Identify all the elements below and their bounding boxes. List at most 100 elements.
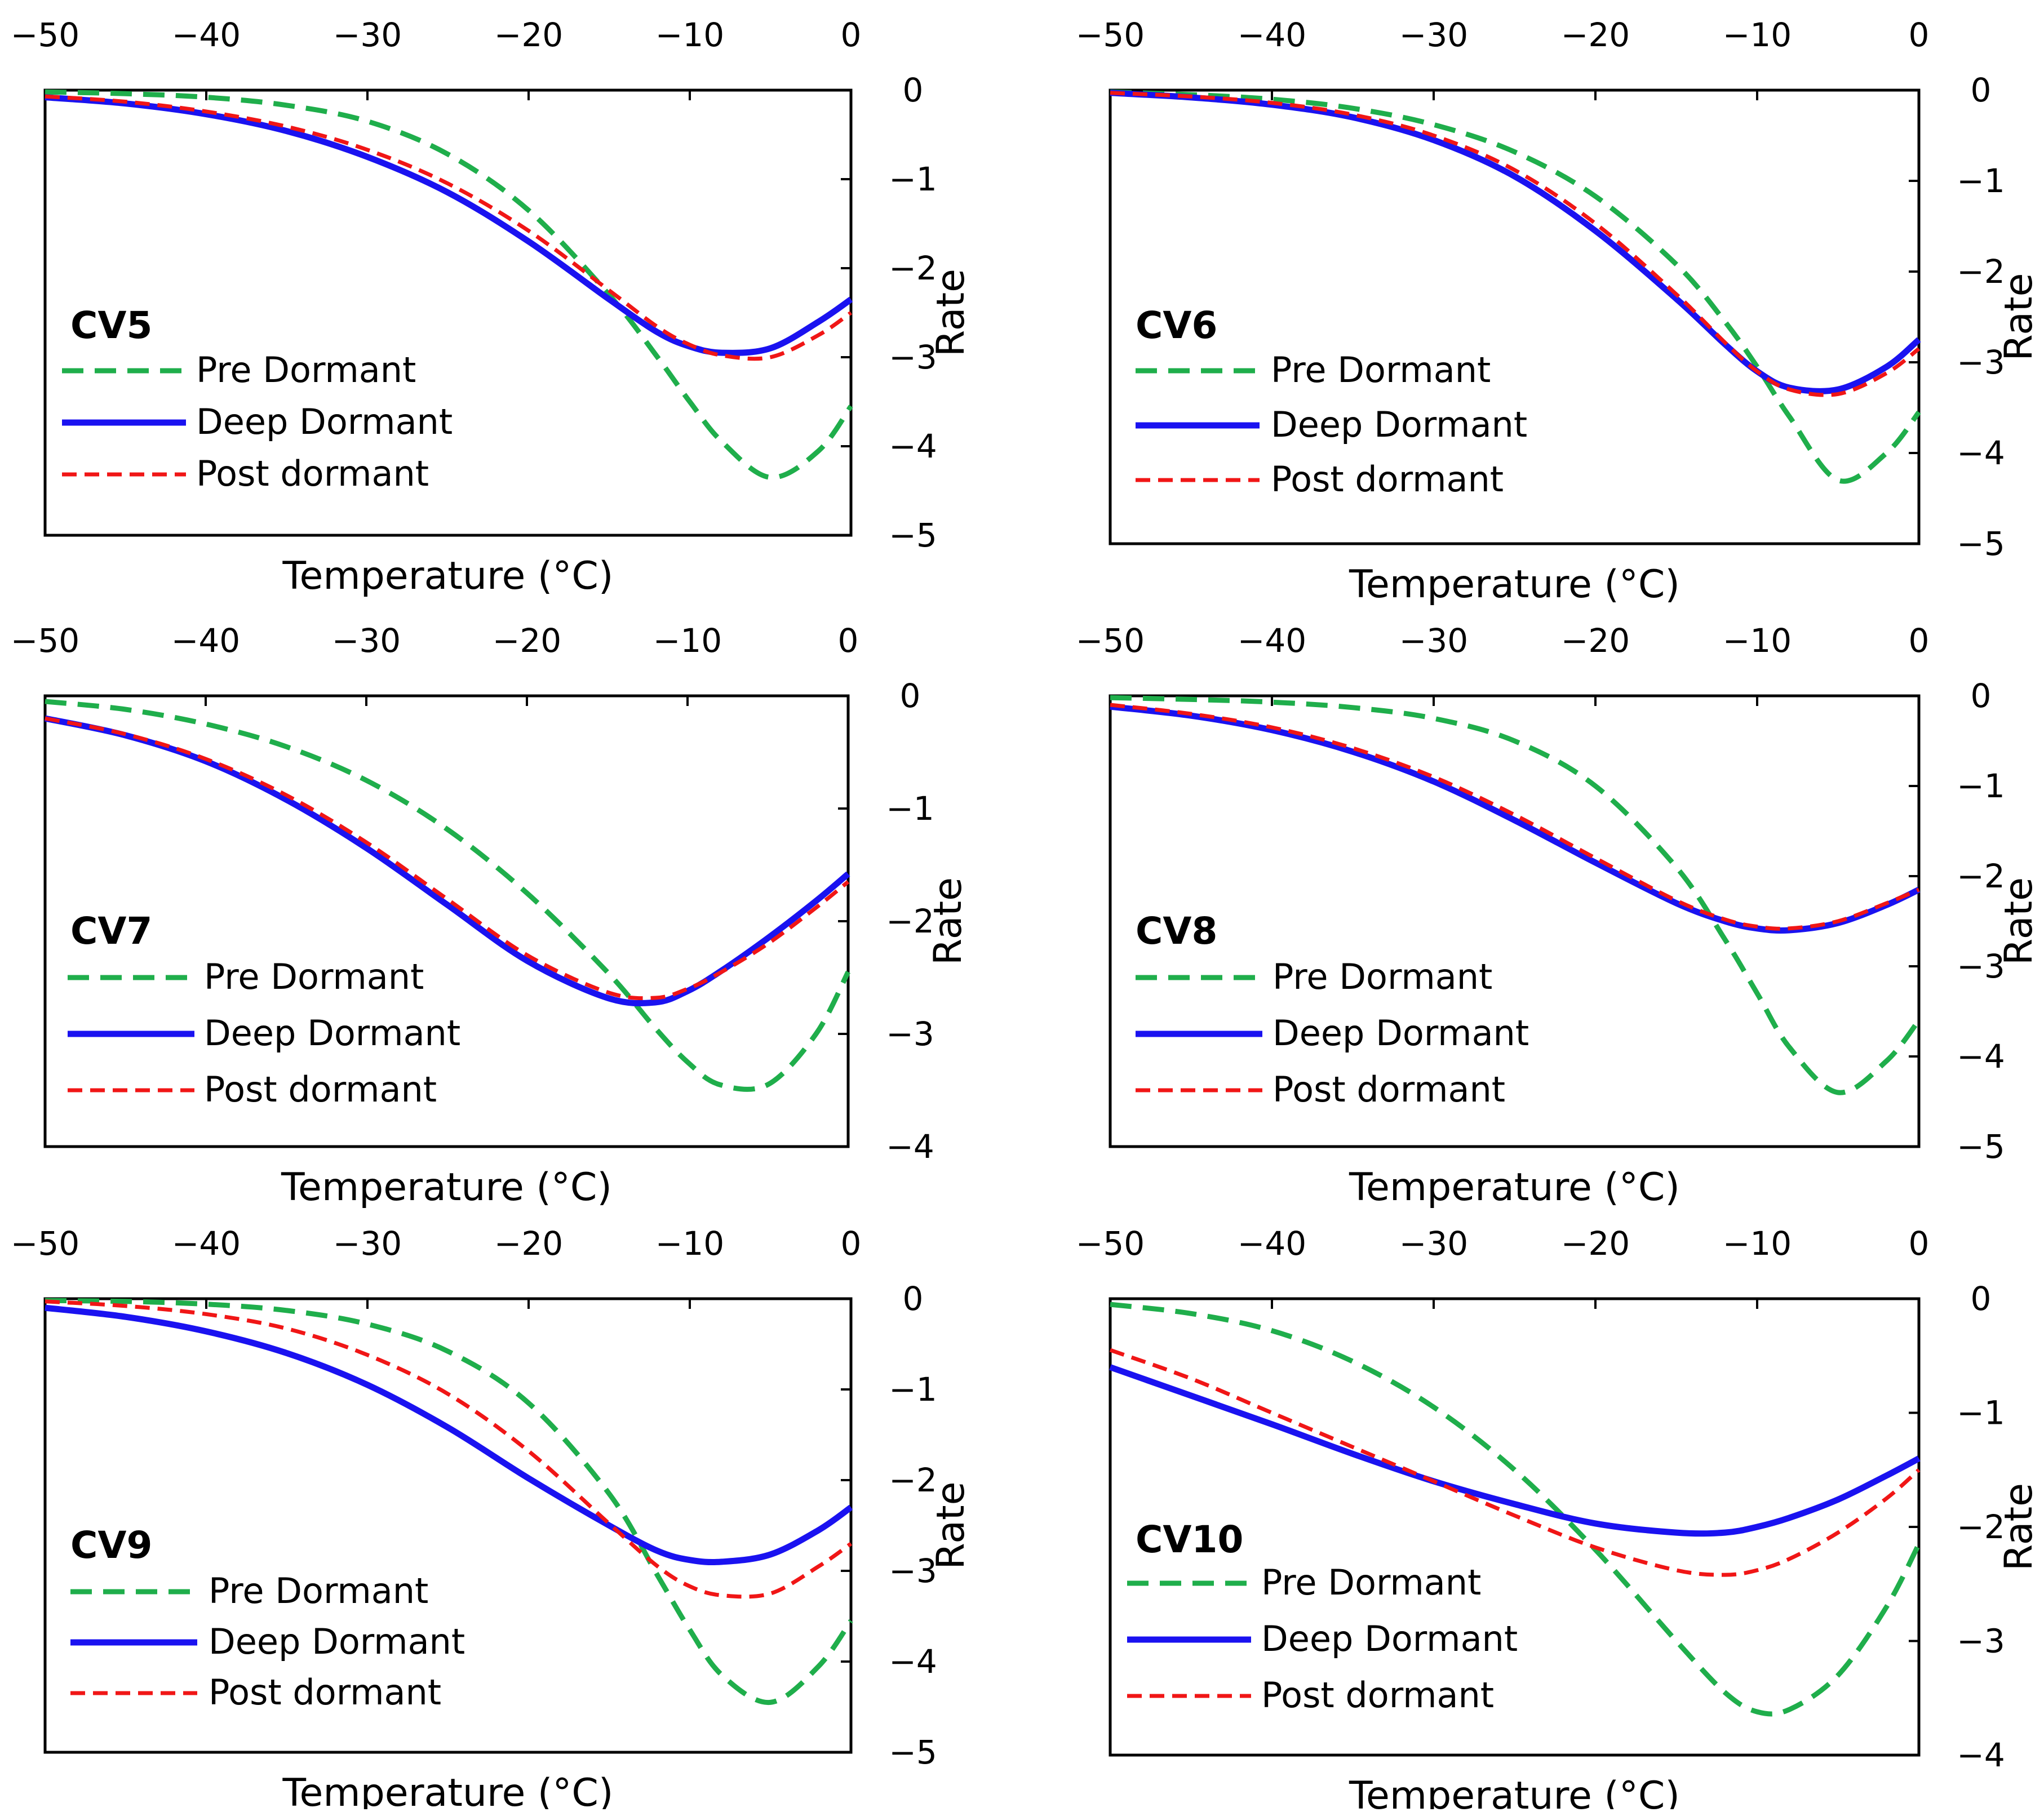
x-tick-label: −40 [171,621,240,660]
x-tick-label: −40 [172,1224,241,1263]
y-tick-label: 0 [903,1280,924,1318]
x-axis-label: Temperature (°C) [1349,1165,1680,1210]
series-line-post [45,1299,853,1599]
y-tick-label: −5 [1957,525,2005,563]
y-tick-label: −4 [889,427,937,465]
x-tick-label: −20 [1561,1224,1630,1263]
y-axis-label: Rate [929,1482,973,1570]
x-tick-label: −40 [1238,621,1306,660]
x-axis-label: Temperature (°C) [281,1165,612,1210]
legend-label-post: Post dormant [209,1672,441,1713]
series-line-pre [1110,1302,1921,1717]
legend-label-pre: Pre Dormant [204,956,424,997]
series-line-post [1110,703,1920,931]
x-tick-label: −30 [1399,1224,1468,1263]
series-line-deep [1109,1364,1921,1537]
chart-panel-cv6: −50 −40 −30 −20 −10 0 0 −1 −2 −3 −4 −5 Temperature (… [1076,16,2041,607]
x-axis-label: Temperature (°C) [1349,562,1680,607]
y-tick-label: −4 [889,1642,937,1681]
legend-label-pre: Pre Dormant [1261,1562,1481,1603]
y-tick-label: −3 [889,338,937,376]
legend-label-deep: Deep Dormant [209,1621,465,1662]
y-tick-label: −3 [886,1015,934,1053]
panel-label: CV8 [1136,909,1217,953]
legend-label-pre: Pre Dormant [209,1570,428,1611]
y-tick-label: 0 [1971,1280,1992,1318]
x-axis-label: Temperature (°C) [282,1771,614,1809]
legend-label-pre: Pre Dormant [196,349,416,390]
x-tick-label: −50 [1076,16,1145,54]
x-tick-label: −10 [1723,16,1792,54]
x-tick-label: −10 [1723,621,1792,660]
x-axis-label: Temperature (°C) [1349,1774,1680,1809]
x-tick-label: 0 [841,16,862,54]
x-tick-label: −40 [1238,16,1306,54]
y-tick-label: −3 [1957,947,2005,985]
legend-label-deep: Deep Dormant [196,401,453,442]
plot-frame [43,1297,853,1754]
legend-label-post: Post dormant [204,1069,437,1110]
x-tick-label: −40 [172,16,241,54]
y-tick-label: −4 [886,1127,934,1166]
series-line-post [45,716,850,1001]
panel-label: CV6 [1136,304,1217,347]
series-line-deep [45,94,853,356]
x-tick-label: −20 [494,16,563,54]
chart-panel-cv7: −50 −40 −30 −20 −10 0 0 −1 −2 −3 −4 Temperature (°C… [11,621,970,1210]
y-tick-label: −4 [1957,434,2005,472]
y-tick-label: −2 [886,902,934,940]
y-tick-label: −2 [1957,857,2005,895]
x-tick-label: −50 [1076,621,1145,660]
series-line-post [45,94,853,361]
x-tick-label: −20 [1561,621,1630,660]
plot-frame [1109,88,1921,545]
x-tick-label: −10 [655,1224,724,1263]
y-axis-label: Rate [926,877,970,965]
x-tick-label: −30 [1399,16,1468,54]
series-line-pre [1110,89,1921,484]
legend-label-post: Post dormant [196,453,429,494]
panel-label: CV10 [1136,1518,1243,1561]
legend-label-pre: Pre Dormant [1272,956,1492,997]
x-tick-label: −10 [655,16,724,54]
x-axis-label: Temperature (°C) [282,554,614,598]
chart-panel-cv5: −50 −40 −30 −20 −10 0 0 −1 −2 −3 −4 −5 Temperature (… [11,16,973,598]
plot-frame [43,694,850,1148]
y-tick-label: −2 [889,1461,937,1499]
y-tick-label: −5 [889,1733,937,1771]
x-tick-label: 0 [841,1224,862,1263]
y-tick-label: −5 [1957,1127,2005,1166]
x-tick-label: −20 [494,1224,563,1263]
y-tick-label: −1 [889,160,937,198]
y-tick-label: −2 [889,249,937,287]
x-tick-label: −30 [1399,621,1468,660]
series-line-pre [45,1298,853,1705]
y-tick-label: −1 [1957,162,2005,200]
legend-label-deep: Deep Dormant [1261,1618,1518,1659]
x-tick-label: −50 [11,621,79,660]
series-line-post [1110,91,1921,397]
series-line-pre [45,699,851,1092]
y-tick-label: −4 [1957,1037,2005,1076]
x-tick-label: −30 [332,621,401,660]
legend-label-pre: Pre Dormant [1271,349,1491,390]
x-tick-label: −20 [493,621,561,660]
series-line-pre [1110,695,1921,1095]
x-tick-label: −40 [1238,1224,1306,1263]
y-tick-label: −1 [1957,767,2005,805]
y-tick-label: 0 [900,677,921,715]
panel-label: CV5 [70,304,152,347]
x-tick-label: −50 [11,1224,79,1263]
x-tick-label: −10 [653,621,722,660]
chart-panel-cv8: −50 −40 −30 −20 −10 0 0 −1 −2 −3 −4 −5 Temperature (… [1076,621,2041,1210]
x-tick-label: −30 [333,1224,402,1263]
x-tick-label: 0 [838,621,859,660]
series-line-deep [45,1304,853,1566]
x-tick-label: −50 [1076,1224,1145,1263]
y-tick-label: −3 [1957,1622,2005,1660]
x-tick-label: 0 [1909,16,1930,54]
y-tick-label: −3 [1957,343,2005,381]
y-tick-label: 0 [1971,677,1992,715]
